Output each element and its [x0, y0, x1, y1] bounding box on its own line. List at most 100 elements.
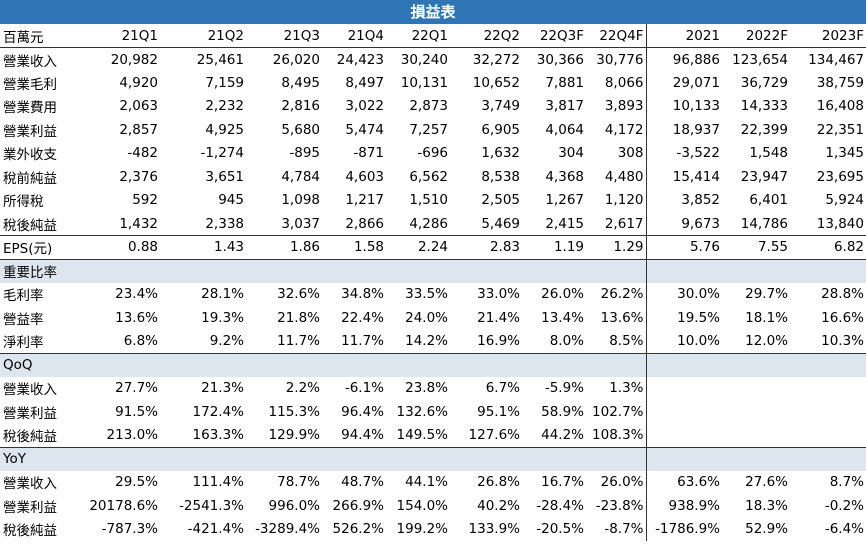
- value-cell: 8,495: [281, 74, 320, 91]
- eps-row: EPS(元) 0.88 1.43 1.86 1.58 2.24 2.83 1.19 1.29 5.…: [0, 235, 866, 259]
- value-cell: 6,562: [409, 168, 448, 185]
- value-cell: 30,776: [596, 51, 644, 68]
- value-cell: 18,937: [645, 118, 722, 142]
- value-cell: -0.2%: [824, 497, 864, 514]
- value-cell: 3,893: [604, 98, 644, 115]
- value-cell: -3,522: [645, 141, 722, 165]
- value-cell: -2541.3%: [179, 497, 244, 514]
- yoy-row: 營業利益 20178.6% -2541.3% 996.0% 266.9% 154.0% 40…: [0, 494, 866, 518]
- value-cell: 21.8%: [277, 309, 320, 326]
- column-header: 21Q1: [74, 24, 160, 48]
- value-cell: 26,020: [272, 51, 320, 68]
- unit-header: 百萬元: [0, 24, 74, 48]
- value-cell: 154.0%: [396, 497, 448, 514]
- section-gap: [645, 446, 866, 471]
- value-cell: 22,399: [740, 121, 788, 138]
- value-cell: 1.58: [322, 235, 386, 259]
- value-cell: 9.2%: [209, 333, 244, 349]
- value-cell: [722, 424, 790, 448]
- qoq-row: 營業收入 27.7% 21.3% 2.2% -6.1% 23.8% 6.7% -5.9% 1.3…: [0, 376, 866, 401]
- value-cell: [790, 424, 866, 448]
- value-cell: 3,022: [345, 98, 384, 115]
- value-cell: 8.0%: [549, 333, 584, 349]
- value-cell: 6.7%: [485, 380, 520, 397]
- value-cell: 133.9%: [468, 521, 520, 538]
- value-cell: 172.4%: [192, 403, 244, 420]
- value-cell: 8,066: [604, 74, 644, 91]
- value-cell: 5.76: [645, 235, 722, 259]
- value-cell: 2,415: [545, 215, 584, 232]
- value-cell: 26.8%: [477, 474, 520, 491]
- section-yoy: YoY: [0, 446, 866, 471]
- value-cell: 94.4%: [341, 427, 384, 443]
- value-cell: 19.5%: [645, 306, 722, 330]
- value-cell: 24.0%: [405, 309, 448, 326]
- value-cell: 4,480: [604, 168, 644, 185]
- value-cell: 78.7%: [277, 474, 320, 491]
- value-cell: 3,037: [281, 215, 320, 232]
- value-cell: 1,510: [409, 192, 448, 209]
- row-label: 營業費用: [3, 100, 57, 117]
- value-cell: 13.4%: [541, 309, 584, 326]
- value-cell: 996.0%: [268, 497, 320, 514]
- value-cell: 32,272: [472, 51, 520, 68]
- value-cell: 8.5%: [609, 333, 644, 349]
- value-cell: 23.4%: [115, 286, 158, 303]
- value-cell: -1,274: [200, 145, 244, 162]
- value-cell: 199.2%: [396, 521, 448, 538]
- value-cell: -28.4%: [536, 497, 584, 514]
- section-title: QoQ: [0, 352, 646, 377]
- value-cell: 2,505: [481, 192, 520, 209]
- value-cell: 4,064: [545, 121, 584, 138]
- value-cell: 11.7%: [341, 333, 384, 349]
- value-cell: 10.0%: [645, 329, 722, 353]
- value-cell: 29,071: [645, 71, 722, 95]
- ratio-row: 營益率 13.6% 19.3% 21.8% 22.4% 24.0% 21.4% 13.4% 13…: [0, 306, 866, 330]
- row-label: 營益率: [3, 311, 44, 328]
- value-cell: 40.2%: [477, 497, 520, 514]
- value-cell: 3,852: [645, 188, 722, 212]
- value-cell: -787.3%: [101, 521, 158, 538]
- value-cell: 21.3%: [201, 380, 244, 397]
- value-cell: 44.2%: [541, 427, 584, 443]
- qoq-row: 營業利益 91.5% 172.4% 115.3% 96.4% 132.6% 95.1% 58.…: [0, 400, 866, 424]
- ratio-row: 毛利率 23.4% 28.1% 32.6% 34.8% 33.5% 33.0% 26.0% 26…: [0, 282, 866, 306]
- value-cell: 38,759: [816, 74, 864, 91]
- section-title: 重要比率: [0, 258, 646, 283]
- value-cell: 5,469: [481, 215, 520, 232]
- value-cell: 7,159: [205, 74, 244, 91]
- value-cell: 16,408: [816, 98, 864, 115]
- value-cell: 304: [558, 145, 584, 162]
- value-cell: 5,474: [345, 121, 384, 138]
- value-cell: 266.9%: [332, 497, 384, 514]
- value-cell: 19.3%: [201, 309, 244, 326]
- value-cell: 4,286: [409, 215, 448, 232]
- value-cell: -696: [417, 145, 448, 162]
- value-cell: 10,652: [472, 74, 520, 91]
- value-cell: 163.3%: [192, 427, 244, 443]
- value-cell: 32.6%: [277, 286, 320, 303]
- row-label: 營業利益: [3, 123, 57, 140]
- row-label: 稅後純益: [3, 523, 57, 540]
- value-cell: 945: [218, 192, 244, 209]
- row-label: 所得稅: [3, 194, 44, 211]
- value-cell: 108.3%: [592, 427, 644, 443]
- value-cell: [722, 377, 790, 401]
- value-cell: 213.0%: [106, 427, 158, 443]
- value-cell: -421.4%: [187, 521, 244, 538]
- income-row: 稅前純益 2,376 3,651 4,784 4,603 6,562 8,538 4,368 4…: [0, 165, 866, 189]
- value-cell: 127.6%: [468, 427, 520, 443]
- value-cell: [790, 400, 866, 424]
- value-cell: 2,866: [345, 215, 384, 232]
- column-header: 2021: [645, 24, 722, 48]
- ratio-row: 淨利率 6.8% 9.2% 11.7% 11.7% 14.2% 16.9% 8.0% 8.5% 1…: [0, 329, 866, 353]
- row-label: 營業利益: [3, 499, 57, 516]
- value-cell: 96.4%: [341, 403, 384, 420]
- value-cell: 526.2%: [332, 521, 384, 538]
- value-cell: 132.6%: [396, 403, 448, 420]
- value-cell: 1,120: [604, 192, 644, 209]
- value-cell: 91.5%: [115, 403, 158, 420]
- value-cell: 592: [132, 192, 158, 209]
- header-row: 百萬元 21Q1 21Q2 21Q3 21Q4 22Q1 22Q2 22Q3F 22Q4F 202…: [0, 24, 866, 48]
